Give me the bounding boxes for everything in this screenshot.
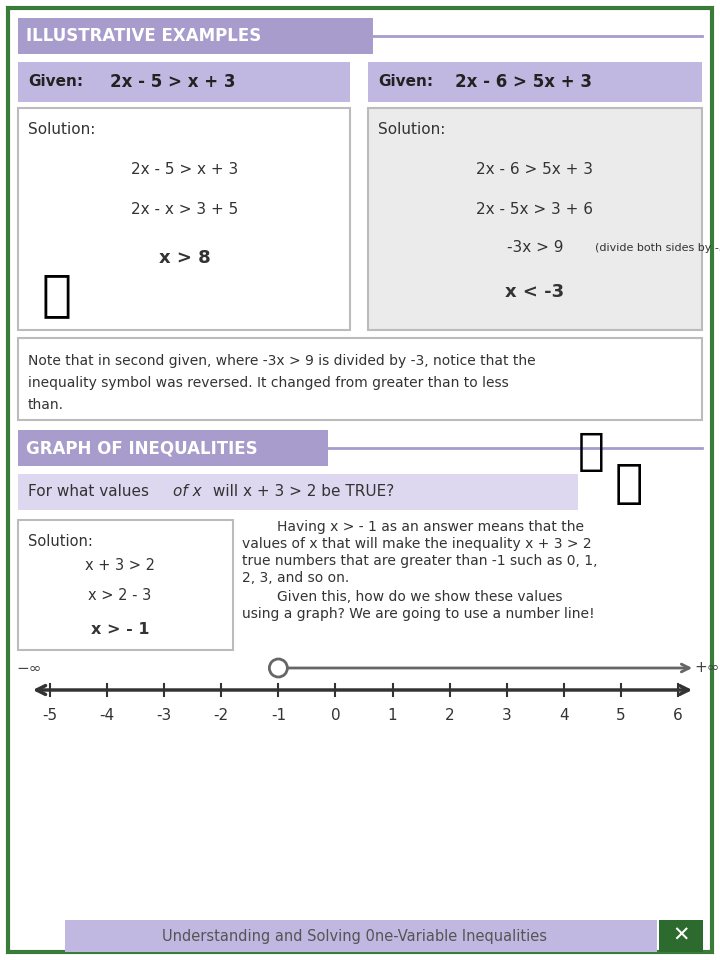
FancyBboxPatch shape	[659, 920, 703, 952]
FancyBboxPatch shape	[18, 430, 328, 466]
Text: will x + 3 > 2 be TRUE?: will x + 3 > 2 be TRUE?	[208, 485, 395, 499]
Text: Given:: Given:	[28, 75, 83, 89]
Text: x > 8: x > 8	[159, 249, 211, 267]
Text: -4: -4	[99, 708, 114, 723]
Text: 2x - 5x > 3 + 6: 2x - 5x > 3 + 6	[477, 203, 593, 218]
FancyBboxPatch shape	[18, 474, 578, 510]
Text: −∞: −∞	[16, 660, 42, 676]
Text: 6: 6	[673, 708, 683, 723]
Text: (divide both sides by -3): (divide both sides by -3)	[595, 243, 720, 253]
Text: Given:: Given:	[378, 75, 433, 89]
Text: than.: than.	[28, 398, 64, 412]
Text: inequality symbol was reversed. It changed from greater than to less: inequality symbol was reversed. It chang…	[28, 376, 509, 390]
Text: 4: 4	[559, 708, 569, 723]
FancyBboxPatch shape	[65, 920, 657, 952]
Text: x < -3: x < -3	[505, 283, 564, 301]
Text: 2x - 6 > 5x + 3: 2x - 6 > 5x + 3	[455, 73, 592, 91]
Text: 🌽: 🌽	[578, 430, 605, 473]
Text: values of x that will make the inequality x + 3 > 2: values of x that will make the inequalit…	[242, 537, 592, 551]
Text: +∞: +∞	[694, 660, 719, 676]
Text: x > - 1: x > - 1	[91, 622, 149, 637]
Text: 🍿: 🍿	[42, 271, 72, 319]
Text: -2: -2	[214, 708, 229, 723]
Circle shape	[269, 659, 287, 677]
Text: For what values: For what values	[28, 485, 154, 499]
Text: Given this, how do we show these values: Given this, how do we show these values	[242, 590, 562, 604]
Text: ✕: ✕	[672, 926, 690, 946]
Text: 1: 1	[388, 708, 397, 723]
Text: x > 2 - 3: x > 2 - 3	[89, 588, 152, 603]
FancyBboxPatch shape	[368, 62, 702, 102]
FancyBboxPatch shape	[8, 8, 712, 952]
Text: 2x - x > 3 + 5: 2x - x > 3 + 5	[131, 203, 238, 218]
Text: of x: of x	[173, 485, 202, 499]
Text: 2, 3, and so on.: 2, 3, and so on.	[242, 571, 349, 585]
FancyBboxPatch shape	[18, 108, 350, 330]
FancyBboxPatch shape	[18, 338, 702, 420]
Text: Solution:: Solution:	[28, 122, 95, 137]
Text: 2: 2	[445, 708, 454, 723]
Text: 2x - 5 > x + 3: 2x - 5 > x + 3	[131, 162, 238, 178]
FancyBboxPatch shape	[18, 18, 373, 54]
Text: Understanding and Solving 0ne-Variable Inequalities: Understanding and Solving 0ne-Variable I…	[163, 928, 547, 944]
Text: 0: 0	[330, 708, 341, 723]
Text: ILLUSTRATIVE EXAMPLES: ILLUSTRATIVE EXAMPLES	[26, 27, 261, 45]
FancyBboxPatch shape	[368, 108, 702, 330]
FancyBboxPatch shape	[18, 520, 233, 650]
Text: -5: -5	[42, 708, 58, 723]
Text: -3: -3	[156, 708, 172, 723]
Text: 2x - 5 > x + 3: 2x - 5 > x + 3	[110, 73, 235, 91]
Text: GRAPH OF INEQUALITIES: GRAPH OF INEQUALITIES	[26, 439, 258, 457]
Text: Solution:: Solution:	[378, 122, 446, 137]
Text: true numbers that are greater than -1 such as 0, 1,: true numbers that are greater than -1 su…	[242, 554, 598, 568]
Text: x + 3 > 2: x + 3 > 2	[85, 558, 155, 572]
Text: Having x > - 1 as an answer means that the: Having x > - 1 as an answer means that t…	[242, 520, 584, 534]
FancyBboxPatch shape	[18, 62, 350, 102]
Text: -3x > 9: -3x > 9	[507, 241, 563, 255]
Text: 5: 5	[616, 708, 626, 723]
Text: using a graph? We are going to use a number line!: using a graph? We are going to use a num…	[242, 607, 595, 621]
Text: 3: 3	[502, 708, 512, 723]
Text: -1: -1	[271, 708, 286, 723]
Text: 2x - 6 > 5x + 3: 2x - 6 > 5x + 3	[477, 162, 593, 178]
Text: 🥣: 🥣	[615, 462, 644, 507]
Text: Note that in second given, where -3x > 9 is divided by -3, notice that the: Note that in second given, where -3x > 9…	[28, 354, 536, 368]
Text: Solution:: Solution:	[28, 534, 93, 549]
